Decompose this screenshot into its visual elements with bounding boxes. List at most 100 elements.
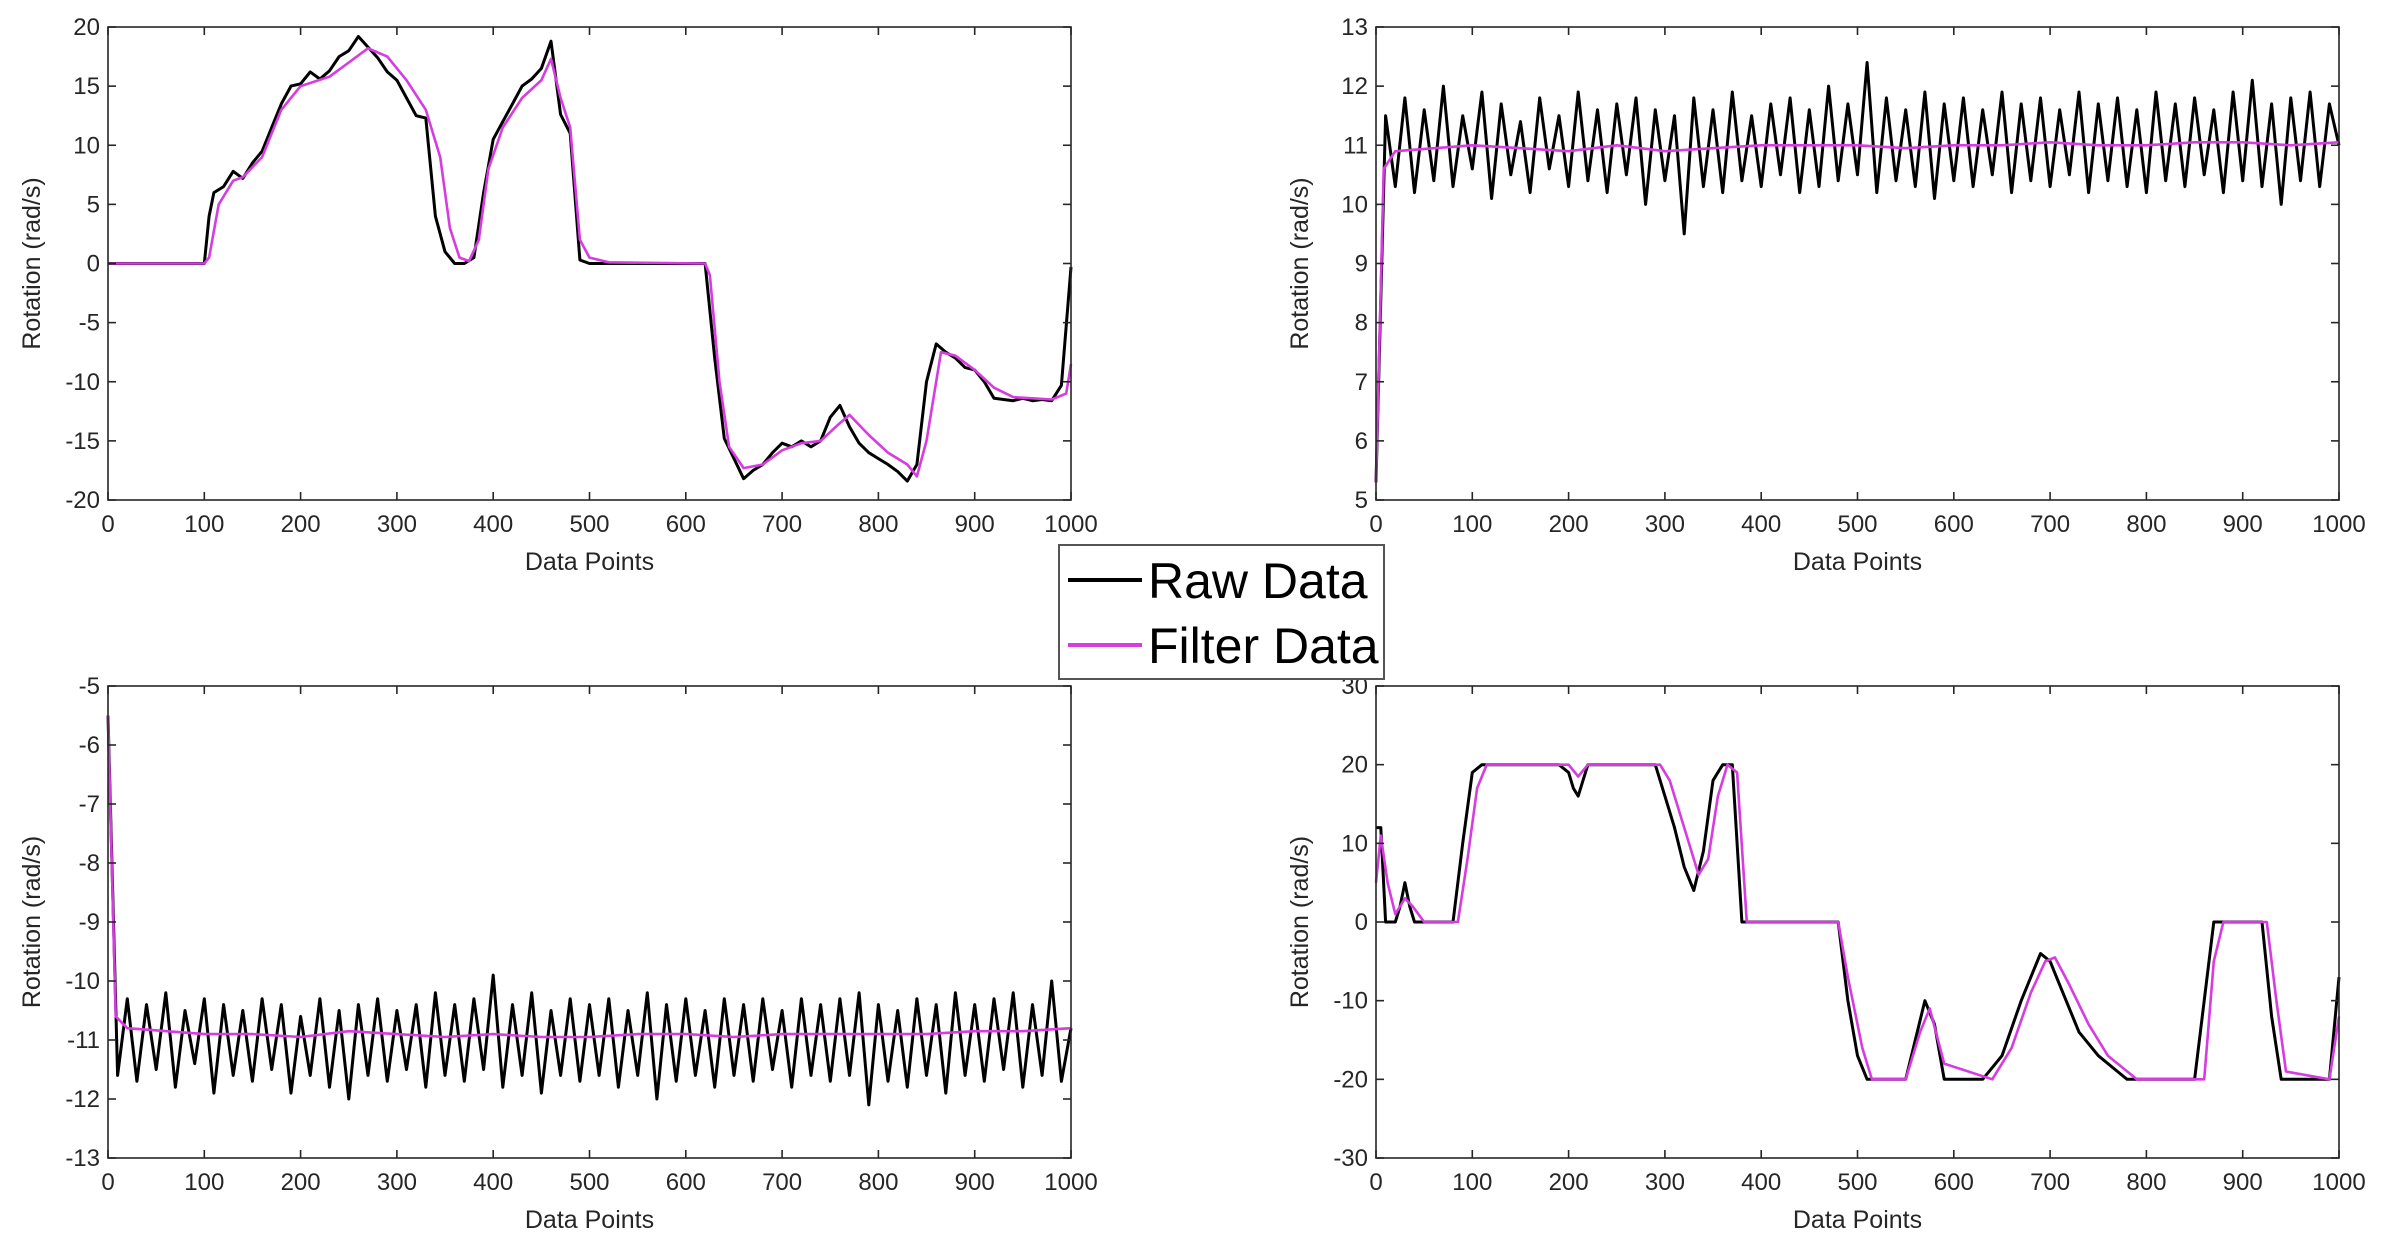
y-tick-label: 20 (73, 14, 100, 41)
filter-data-line (106, 715, 1072, 1039)
y-tick-label: 11 (1343, 132, 1368, 159)
x-tick-label: 800 (2126, 1169, 2166, 1196)
x-tick-label: 700 (762, 511, 802, 538)
y-tick-label: 5 (87, 191, 100, 218)
x-tick-label: 400 (1741, 511, 1781, 538)
raw-data-line (1376, 763, 2341, 1081)
y-tick-label: -12 (65, 1086, 100, 1113)
y-axis-label: Rotation (rad/s) (18, 836, 46, 1008)
y-tick-label: 0 (1355, 909, 1368, 936)
x-tick-label: 100 (184, 1169, 224, 1196)
plot-area (1376, 686, 2339, 1158)
x-axis-label: Data Points (1793, 548, 1922, 576)
y-axis-label: Rotation (rad/s) (18, 177, 46, 349)
y-axis-label: Rotation (rad/s) (1286, 836, 1314, 1008)
x-tick-label: 300 (1645, 511, 1685, 538)
y-tick-label: -30 (1333, 1145, 1368, 1172)
x-tick-label: 400 (473, 1169, 513, 1196)
x-tick-label: 300 (377, 511, 417, 538)
y-tick-label: -20 (65, 487, 100, 514)
x-tick-label: 1000 (1044, 511, 1097, 538)
y-tick-label: -10 (1333, 988, 1368, 1015)
y-tick-label: 10 (73, 132, 100, 159)
x-tick-label: 0 (101, 1169, 114, 1196)
x-tick-label: 300 (377, 1169, 417, 1196)
legend-label-filter: Filter Data (1148, 618, 1379, 674)
x-tick-label: 500 (1837, 511, 1877, 538)
y-tick-label: 12 (1341, 73, 1368, 100)
x-tick-label: 1000 (2312, 511, 2365, 538)
subplot-3: 0 100 200 300 400 500 600 700 800 900 1000 -13 -12 -1… (18, 673, 1098, 1234)
legend-label-raw: Raw Data (1148, 553, 1368, 609)
y-axis-label: Rotation (rad/s) (1286, 177, 1314, 349)
x-tick-label: 1000 (2312, 1169, 2365, 1196)
x-tick-label: 900 (2223, 511, 2263, 538)
x-tick-label: 0 (1369, 511, 1382, 538)
x-tick-label: 700 (2030, 1169, 2070, 1196)
filter-data-line (1374, 141, 2340, 483)
filter-data-line (108, 47, 1073, 478)
y-tick-label: -6 (79, 732, 100, 759)
y-tick-label: -8 (79, 850, 100, 877)
y-tick-label: 6 (1355, 428, 1368, 455)
x-tick-label: 200 (1549, 1169, 1589, 1196)
y-tick-label: 8 (1355, 310, 1368, 337)
raw-data-line (106, 715, 1073, 1107)
y-tick-label: 15 (73, 73, 100, 100)
filter-data-line (1374, 763, 2341, 1081)
x-tick-label: 700 (762, 1169, 802, 1196)
x-tick-label: 500 (1837, 1169, 1877, 1196)
x-tick-label: 100 (184, 511, 224, 538)
y-tick-label: 10 (1341, 830, 1368, 857)
y-tick-label: -15 (65, 428, 100, 455)
y-tick-label: 7 (1355, 369, 1368, 396)
y-tick-label: 13 (1341, 14, 1368, 41)
x-axis-label: Data Points (1793, 1206, 1922, 1234)
x-tick-label: 600 (666, 1169, 706, 1196)
x-tick-label: 800 (2126, 511, 2166, 538)
legend-box (1058, 544, 1385, 680)
x-tick-label: 400 (1741, 1169, 1781, 1196)
x-tick-label: 500 (569, 511, 609, 538)
y-tick-label: 5 (1355, 487, 1368, 514)
y-tick-label: 0 (87, 251, 100, 278)
subplot-2: 0 100 200 300 400 500 600 700 800 900 1000 5 6 7 8 9 10 1… (1286, 14, 2366, 576)
y-tick-label: -10 (65, 369, 100, 396)
x-axis-label: Data Points (525, 1206, 654, 1234)
x-tick-label: 900 (2223, 1169, 2263, 1196)
plot-area (1376, 27, 2339, 500)
x-tick-label: 100 (1452, 1169, 1492, 1196)
x-tick-label: 900 (955, 511, 995, 538)
raw-data-line (1374, 61, 2341, 483)
x-tick-label: 800 (858, 1169, 898, 1196)
y-tick-label: -5 (79, 673, 100, 700)
x-tick-label: 700 (2030, 511, 2070, 538)
x-tick-label: 600 (666, 511, 706, 538)
x-tick-label: 0 (1369, 1169, 1382, 1196)
y-tick-label: -10 (65, 968, 100, 995)
x-tick-label: 500 (569, 1169, 609, 1196)
x-tick-label: 600 (1934, 1169, 1974, 1196)
y-tick-label: -11 (67, 1027, 100, 1054)
x-tick-label: 100 (1452, 511, 1492, 538)
legend: Raw Data Filter Data (1058, 544, 1385, 680)
x-tick-label: 600 (1934, 511, 1974, 538)
y-tick-label: -9 (79, 909, 100, 936)
y-tick-label: -13 (65, 1145, 100, 1172)
x-tick-label: 900 (955, 1169, 995, 1196)
x-tick-label: 300 (1645, 1169, 1685, 1196)
subplot-4: 0 100 200 300 400 500 600 700 800 900 1000-30-20-1… (1286, 673, 2366, 1234)
y-tick-label: 9 (1355, 251, 1368, 278)
x-tick-label: 0 (101, 511, 114, 538)
x-tick-label: 400 (473, 511, 513, 538)
y-tick-label: 10 (1341, 191, 1368, 218)
plot-area (108, 686, 1071, 1158)
y-tick-label: -7 (79, 791, 100, 818)
y-tick-label: -5 (79, 310, 100, 337)
y-tick-label: -20 (1333, 1066, 1368, 1093)
x-tick-label: 200 (281, 511, 321, 538)
subplots: 0 100 200 300 400 500 600 700 800 900 1000-20-15-1… (18, 14, 2366, 1234)
x-axis-label: Data Points (525, 548, 654, 576)
x-tick-label: 800 (858, 511, 898, 538)
